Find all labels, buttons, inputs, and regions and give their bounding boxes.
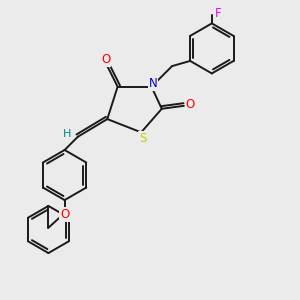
Text: S: S (139, 132, 146, 145)
Text: F: F (215, 7, 222, 20)
Text: N: N (148, 77, 157, 90)
Text: O: O (101, 53, 110, 66)
Text: O: O (186, 98, 195, 111)
Text: H: H (62, 129, 71, 140)
Text: O: O (60, 208, 69, 221)
